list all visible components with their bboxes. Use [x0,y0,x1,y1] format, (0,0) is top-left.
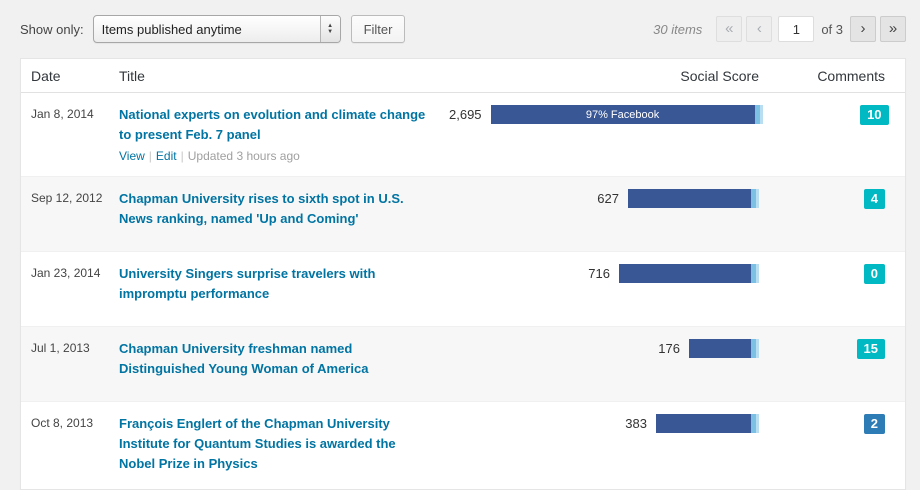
comment-count-badge[interactable]: 2 [863,414,885,434]
other-network-bar-segment-2 [756,189,759,208]
table-header-row: Date Title Social Score Comments [21,59,905,93]
column-header-date: Date [31,67,61,84]
table-row: Oct 8, 2013 François Englert of the Chap… [21,401,905,489]
other-network-bar-segment [751,264,756,283]
column-header-title: Title [119,67,145,84]
filter-toolbar: Show only: Items published anytime ▲ ▼ Fi… [0,0,920,58]
other-network-bar-segment-2 [759,105,763,124]
table-row: Sep 12, 2012 Chapman University rises to… [21,176,905,251]
post-title-link[interactable]: University Singers surprise travelers wi… [119,266,376,301]
social-score-value: 176 [658,341,680,356]
facebook-bar-segment: 97% Facebook [490,105,755,124]
published-filter-select[interactable]: Items published anytime ▲ ▼ [92,15,341,43]
facebook-bar-segment [619,264,751,283]
select-stepper-icon: ▲ ▼ [319,16,340,42]
other-network-bar-segment [754,105,760,124]
row-date: Oct 8, 2013 [31,416,94,430]
social-score-value: 383 [625,416,647,431]
other-network-bar-segment-2 [756,264,759,283]
row-date: Jan 8, 2014 [31,107,94,121]
social-score-bar [689,339,759,358]
other-network-bar-segment [751,339,756,358]
row-date: Sep 12, 2012 [31,191,103,205]
show-only-label: Show only: [20,21,84,37]
separator: | [180,149,184,163]
other-network-bar-segment-2 [756,339,759,358]
post-title-link[interactable]: François Englert of the Chapman Universi… [119,416,396,471]
comment-count-badge[interactable]: 10 [860,105,889,125]
view-link[interactable]: View [119,149,145,163]
comment-count-badge[interactable]: 0 [863,264,885,284]
total-pages-label: of 3 [821,21,843,37]
table-row: Jul 1, 2013 Chapman University freshman … [21,326,905,401]
bar-label: 97% Facebook [585,108,660,121]
comment-count-badge[interactable]: 15 [856,339,885,359]
post-title-link[interactable]: National experts on evolution and climat… [119,107,426,142]
row-date: Jul 1, 2013 [31,341,90,355]
prev-page-button[interactable]: ‹ [746,16,773,42]
edit-link[interactable]: Edit [155,149,177,163]
social-score-bar: 97% Facebook [490,105,763,124]
post-title-link[interactable]: Chapman University freshman named Distin… [119,341,369,376]
filter-button[interactable]: Filter [350,15,406,43]
other-network-bar-segment [751,189,756,208]
facebook-bar-segment [656,414,751,433]
current-page-input[interactable] [778,16,815,42]
next-page-button[interactable]: › [850,16,876,42]
facebook-bar-segment [689,339,751,358]
last-page-button[interactable]: » [880,16,906,42]
pagination: 30 items « ‹ of 3 › » [653,16,906,42]
separator: | [148,149,152,163]
other-network-bar-segment-2 [756,414,759,433]
table-row: Jan 8, 2014 National experts on evolutio… [21,93,905,176]
updated-timestamp: Updated 3 hours ago [187,149,300,163]
social-score-bar [628,189,759,208]
social-score-value: 627 [597,191,619,206]
column-header-social-score: Social Score [680,67,759,84]
social-score-bar [656,414,759,433]
social-score-value: 2,695 [449,107,482,122]
row-actions: View | Edit | Updated 3 hours ago [119,146,431,166]
post-title-link[interactable]: Chapman University rises to sixth spot i… [119,191,404,226]
comment-count-badge[interactable]: 4 [863,189,885,209]
facebook-bar-segment [628,189,751,208]
social-metrics-table: Date Title Social Score Comments Jan 8, … [20,58,906,490]
first-page-button[interactable]: « [716,16,743,42]
items-count: 30 items [653,21,703,37]
column-header-comments: Comments [817,67,885,84]
social-score-bar [619,264,759,283]
social-score-value: 716 [588,266,610,281]
table-row: Jan 23, 2014 University Singers surprise… [21,251,905,326]
row-date: Jan 23, 2014 [31,266,101,280]
other-network-bar-segment [751,414,756,433]
published-filter-select-value: Items published anytime [101,21,242,37]
